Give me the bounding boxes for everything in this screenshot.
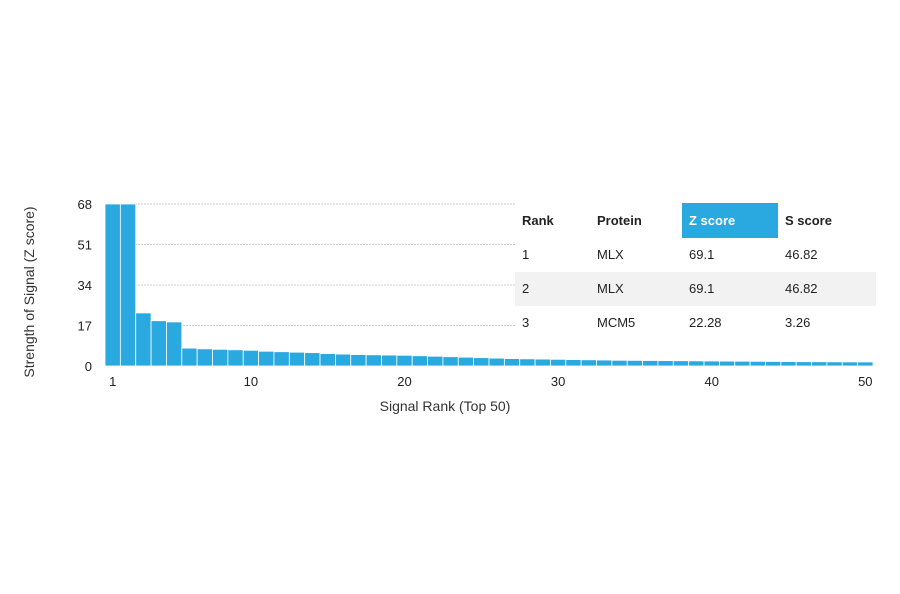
bar [319,353,336,367]
table-cell: MLX [597,281,624,296]
bar [457,356,475,367]
table-row [515,272,876,306]
table-row [515,306,876,340]
bar [166,321,183,367]
bar [258,350,275,367]
bars [104,203,874,367]
bar [427,355,444,367]
bar [196,348,213,367]
bar [119,203,137,367]
bar [596,359,613,367]
bar [242,349,260,367]
bar [135,312,152,367]
x-tick-label: 10 [244,374,258,389]
bar [780,361,797,367]
bar [857,361,874,367]
y-tick-labels: 0 17 34 51 68 [78,197,92,374]
bar [396,354,413,367]
x-tick-label: 30 [551,374,565,389]
table-cell: 3 [522,315,529,330]
bar [550,358,567,367]
y-tick-label: 0 [85,359,92,374]
bar [411,355,428,367]
table-header-cell: S score [785,213,832,228]
y-tick-label: 68 [78,197,92,212]
grid-lines [105,203,515,326]
bar [227,349,244,367]
bar [473,357,490,367]
bar [288,351,306,367]
x-tick-label: 1 [109,374,116,389]
bar [334,353,352,367]
y-tick-label: 51 [78,238,92,253]
x-axis-title: Signal Rank (Top 50) [380,398,511,414]
bar [688,360,705,367]
table-cell: 46.82 [785,247,818,262]
table-cell: 69.1 [689,281,714,296]
table-header-cell: Rank [522,213,555,228]
table-cell: 3.26 [785,315,810,330]
table-cell: MLX [597,247,624,262]
bar [488,357,505,367]
table-cell: 2 [522,281,529,296]
bar [365,354,382,367]
table-cell: 46.82 [785,281,818,296]
y-tick-label: 34 [78,278,92,293]
bar [181,347,198,367]
bar [826,361,843,367]
bar [765,361,782,367]
x-tick-label: 20 [397,374,411,389]
bar [719,360,736,367]
bar [657,360,674,367]
table-row [515,238,876,272]
table-cell: MCM5 [597,315,635,330]
table-header-highlight [682,203,778,238]
table-cell: 1 [522,247,529,262]
y-axis-title: Strength of Signal (Z score) [21,206,37,377]
bar [672,360,690,367]
x-tick-label: 40 [704,374,718,389]
x-tick-labels: 1 10 20 30 40 50 [109,374,872,389]
bar [304,352,321,367]
bar [519,358,536,367]
table-header-cell: Protein [597,213,642,228]
bar [626,360,643,367]
bar [534,358,551,367]
bar [580,359,597,367]
table-cell: 69.1 [689,247,714,262]
bar [749,360,766,367]
table-header-cell: Z score [689,213,735,228]
bar [104,203,121,367]
bar [503,358,521,367]
bar [811,361,828,367]
bar [795,361,812,367]
bar [841,361,859,367]
bar [703,360,720,367]
bar [442,356,459,367]
bar [350,354,367,367]
bar [642,360,659,367]
x-tick-label: 50 [858,374,872,389]
bar [381,354,398,367]
bar [734,360,751,367]
table-cell: 22.28 [689,315,722,330]
bar [611,359,628,367]
top-hits-table: Rank Protein Z score S score 1 MLX 69.1 46.82 2 M… [515,203,876,340]
bar [212,348,229,367]
bar [150,320,167,367]
bar [273,351,290,367]
y-tick-label: 17 [78,319,92,334]
bar [565,359,582,367]
